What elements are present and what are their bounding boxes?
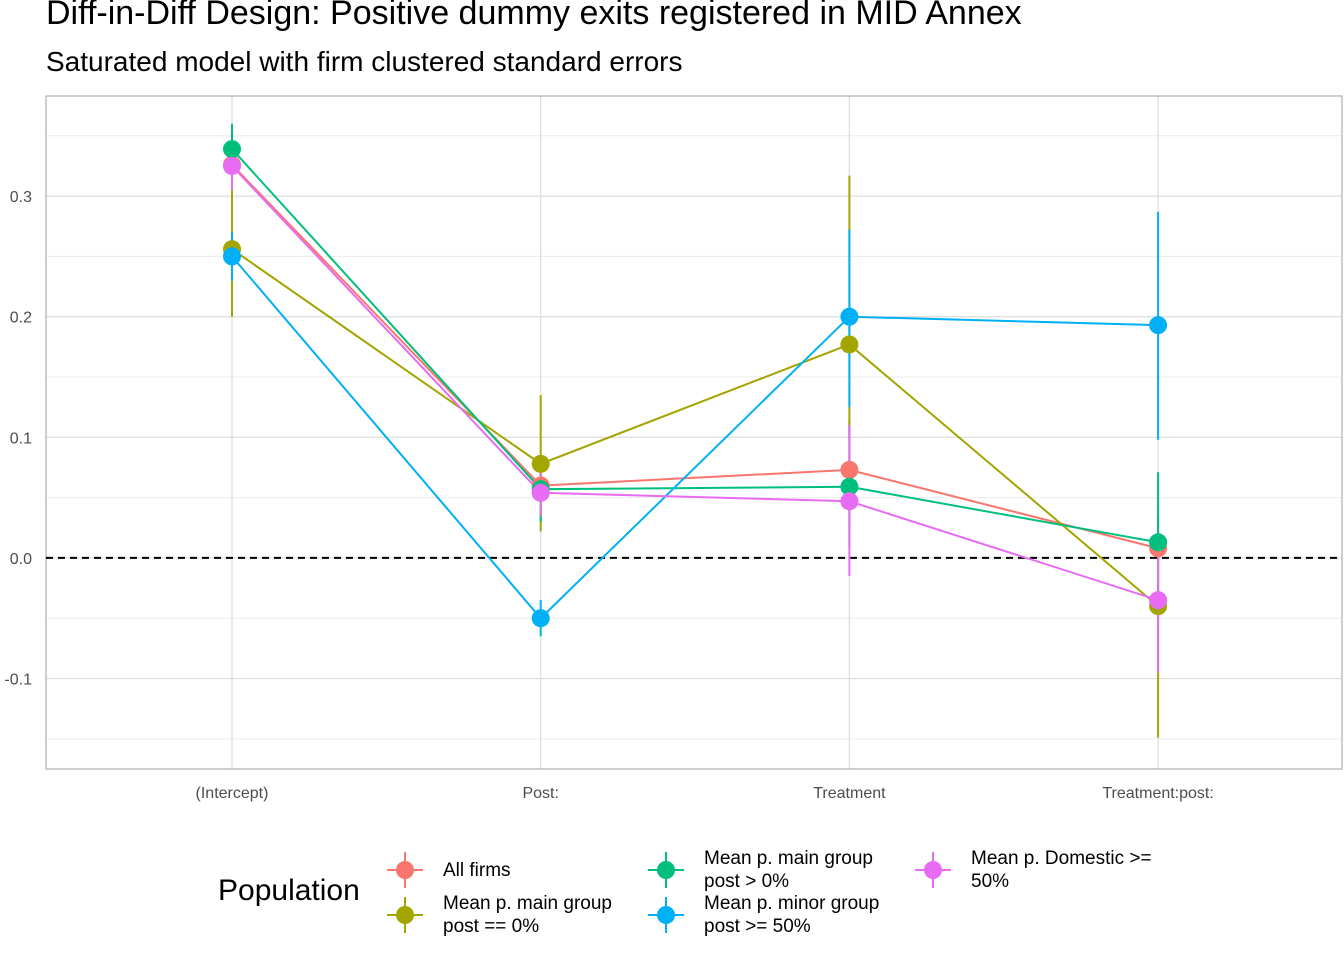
data-point (840, 307, 859, 326)
data-point (1149, 316, 1168, 335)
data-point (840, 460, 859, 479)
data-point (223, 156, 241, 175)
data-point (531, 483, 550, 502)
series-line (231, 255, 1159, 620)
legend-item: All firms (385, 850, 511, 890)
series-line (231, 248, 1159, 607)
x-tick-label: (Intercept) (196, 785, 269, 802)
legend-label: All firms (443, 859, 511, 881)
data-point (223, 247, 241, 266)
legend-item: Mean p. Domestic >= 50% (913, 848, 1152, 892)
x-tick-label: Post: (522, 785, 558, 802)
legend-item: Mean p. main group post == 0% (385, 893, 612, 937)
legend-key (646, 850, 686, 890)
legend-key (385, 895, 425, 935)
y-tick-label: -0.1 (4, 672, 32, 689)
legend-item: Mean p. main group post > 0% (646, 848, 873, 892)
y-tick-label: 0.2 (10, 310, 32, 327)
data-point (223, 140, 241, 159)
legend-label: Mean p. main group post > 0% (704, 848, 873, 892)
legend-key (913, 850, 953, 890)
series-line (231, 165, 1159, 602)
data-point (531, 454, 550, 473)
legend-key (646, 895, 686, 935)
x-tick-label: Treatment (813, 785, 886, 802)
data-point (531, 609, 550, 628)
data-point (840, 477, 859, 496)
data-point (1149, 533, 1168, 552)
legend-title: Population (218, 874, 360, 907)
series-line (231, 164, 1159, 550)
chart-title: Diff-in-Diff Design: Positive dummy exit… (46, 0, 1022, 32)
legend-label: Mean p. minor group post >= 50% (704, 893, 880, 937)
chart-subtitle: Saturated model with firm clustered stan… (46, 46, 683, 77)
data-point (840, 335, 859, 354)
data-point (840, 492, 859, 511)
y-tick-label: 0.1 (10, 430, 32, 447)
series-line (231, 148, 1159, 544)
data-point (1149, 591, 1168, 610)
y-tick-label: 0.3 (10, 189, 32, 206)
y-tick-label: 0.0 (10, 551, 32, 568)
legend-key (385, 850, 425, 890)
panel-border (45, 95, 1343, 770)
x-tick-label: Treatment:post: (1102, 785, 1213, 802)
legend-label: Mean p. main group post == 0% (443, 893, 612, 937)
legend-item: Mean p. minor group post >= 50% (646, 893, 880, 937)
legend-label: Mean p. Domestic >= 50% (971, 848, 1152, 892)
